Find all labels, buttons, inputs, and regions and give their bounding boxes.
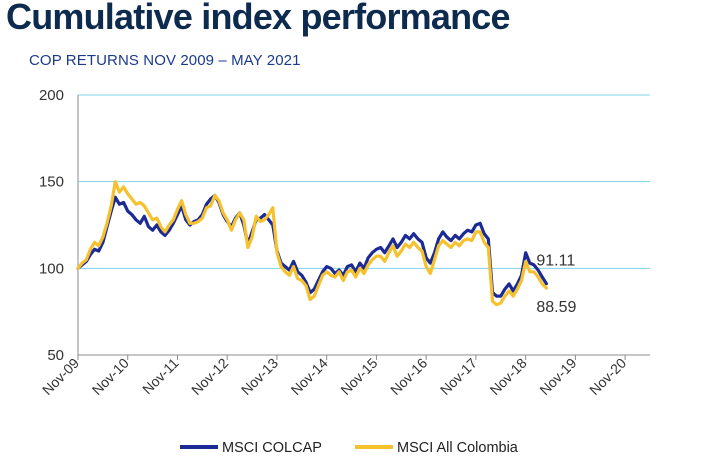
series-line-msci-all-colombia [76, 180, 548, 307]
legend: MSCI COLCAP MSCI All Colombia [180, 440, 519, 456]
x-tick-label: Nov-16 [387, 355, 430, 398]
legend-label: MSCI All Colombia [397, 440, 519, 456]
series-lines [76, 180, 548, 307]
x-tick-label: Nov-10 [89, 355, 132, 398]
x-tick-label: Nov-18 [487, 355, 530, 398]
x-tick-label: Nov-15 [337, 355, 380, 398]
x-tick-label: Nov-12 [188, 355, 231, 398]
x-tick-label: Nov-14 [288, 355, 331, 398]
x-tick-label: Nov-20 [586, 355, 629, 398]
y-tick-label: 150 [39, 174, 64, 191]
x-tick-label: Nov-17 [437, 355, 480, 398]
gridlines [78, 94, 650, 269]
chart-subtitle: COP RETURNS NOV 2009 – MAY 2021 [29, 52, 301, 69]
x-tick-label: Nov-19 [536, 355, 579, 398]
x-tick-label: Nov-11 [139, 355, 182, 398]
y-tick-label: 50 [47, 347, 64, 364]
y-tick-label: 200 [39, 87, 64, 104]
end-labels: 91.11 88.59 [536, 253, 576, 316]
chart-title: Cumulative index performance [6, 0, 511, 37]
x-tick-label: Nov-13 [238, 355, 281, 398]
series-line-msci-colcap [76, 193, 548, 298]
y-tick-label: 100 [39, 260, 64, 277]
end-label-colcap: 91.11 [536, 253, 575, 270]
legend-label: MSCI COLCAP [222, 440, 322, 456]
end-label-all-colombia: 88.59 [536, 299, 576, 316]
